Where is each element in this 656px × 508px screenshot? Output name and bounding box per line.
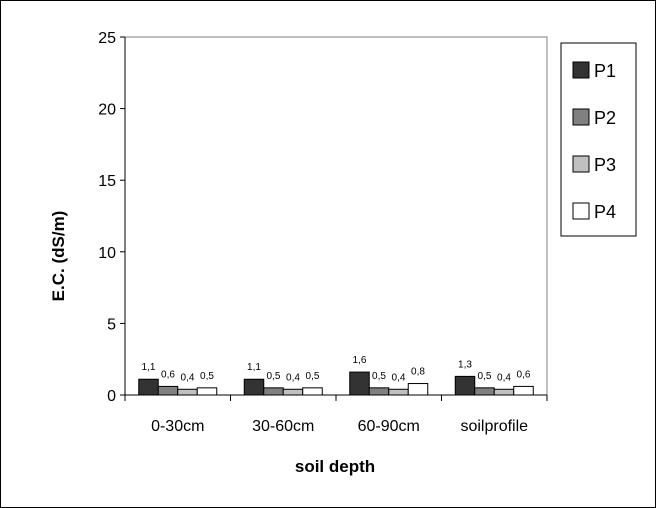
legend-label: P3: [594, 155, 616, 175]
y-tick-label: 5: [107, 316, 116, 333]
data-label: 0,4: [497, 372, 511, 383]
bar: [282, 388, 304, 396]
legend: P1 P2 P3 P4: [560, 42, 637, 237]
bar: [302, 387, 323, 396]
data-label: 0,6: [161, 369, 175, 380]
bar: [138, 378, 159, 396]
bar: [177, 388, 198, 396]
legend-label: P1: [594, 61, 616, 81]
bar: [349, 371, 370, 396]
data-label: 0,8: [411, 367, 425, 378]
data-label: 0,6: [517, 369, 531, 380]
data-label: 0,5: [267, 371, 281, 382]
data-label: 0,5: [200, 371, 214, 382]
x-tick-label: 0-30cm: [151, 418, 204, 435]
data-label: 1,1: [142, 362, 156, 373]
bar: [243, 378, 265, 396]
bar: [513, 385, 534, 396]
bar: [474, 387, 495, 396]
y-tick-label: 0: [107, 388, 116, 405]
data-label: 0,5: [306, 371, 320, 382]
legend-swatch: [572, 61, 590, 79]
plot-area-border: [124, 36, 548, 396]
data-label: 1,6: [353, 355, 367, 366]
data-label: 0,5: [478, 371, 492, 382]
data-label: 0,4: [392, 372, 406, 383]
legend-label: P4: [594, 202, 616, 222]
y-tick-label: 15: [98, 173, 116, 190]
data-label: 0,4: [286, 372, 300, 383]
legend-label: P2: [594, 108, 616, 128]
x-tick-label: 30-60cm: [252, 418, 314, 435]
y-tick-label: 10: [98, 245, 116, 262]
bar: [196, 387, 218, 396]
data-label: 0,5: [372, 371, 386, 382]
bar: [388, 388, 409, 396]
bar: [263, 387, 284, 396]
y-axis-title: E.C. (dS/m): [49, 211, 68, 302]
data-label: 0,4: [181, 372, 195, 383]
bars: [138, 371, 534, 396]
data-label: 1,3: [458, 359, 472, 370]
x-axis-title: soil depth: [295, 457, 375, 476]
bar: [493, 388, 515, 396]
legend-swatch: [572, 108, 590, 126]
legend-swatch: [572, 202, 590, 220]
legend-swatch: [572, 155, 590, 173]
data-label: 1,1: [247, 362, 261, 373]
bar: [368, 387, 390, 396]
y-tick-label: 20: [98, 102, 116, 119]
x-tick-label: 60-90cm: [358, 418, 420, 435]
data-labels: 1,1 1,1 1,6 1,3 0,6 0,5 0,5 0,5 0,4 0,4 0,4 0,4 0,5 0…: [142, 355, 531, 383]
bar: [454, 375, 476, 396]
y-tick-label: 25: [98, 30, 116, 47]
plot-area: [124, 36, 548, 396]
bar: [157, 385, 179, 396]
x-tick-label: soilprofile: [460, 418, 528, 435]
bar: [407, 383, 429, 396]
